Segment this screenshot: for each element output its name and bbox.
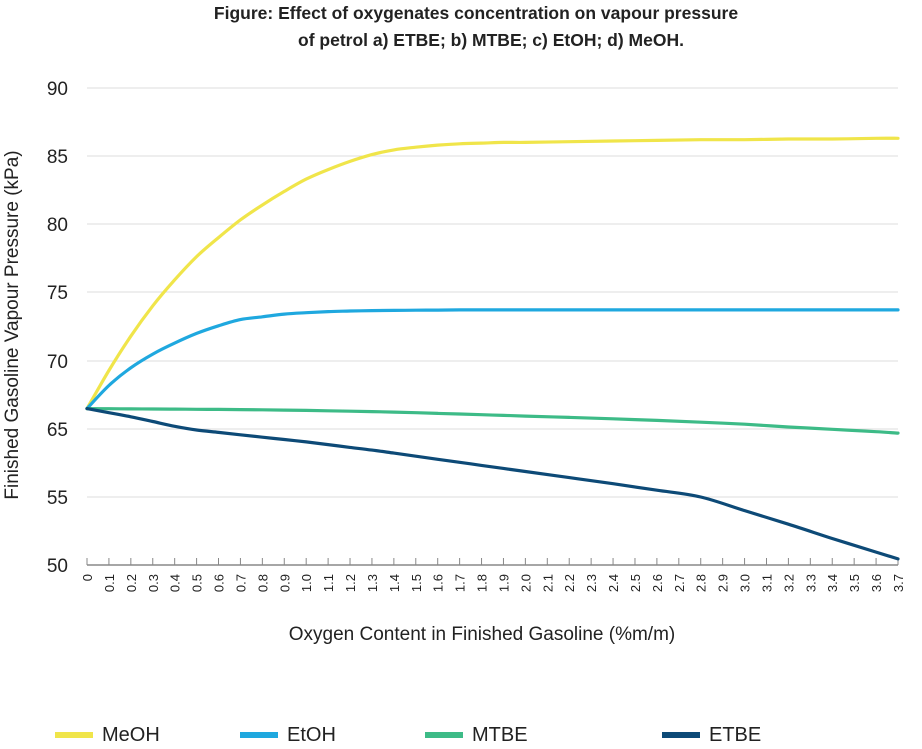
x-tick-label: 2.2 bbox=[562, 574, 577, 592]
legend-label: MeOH bbox=[102, 723, 160, 746]
y-tick-label: 85 bbox=[47, 147, 68, 168]
x-tick-label: 0.6 bbox=[212, 574, 227, 592]
x-tick-label: 3.5 bbox=[847, 574, 862, 592]
x-tick-label: 2.9 bbox=[716, 574, 731, 592]
y-axis-label: Finished Gasoline Vapour Pressure (kPa) bbox=[2, 150, 23, 499]
legend-swatch bbox=[240, 732, 278, 738]
y-tick-label: 70 bbox=[47, 352, 68, 373]
x-tick-label: 1.3 bbox=[365, 574, 380, 592]
x-tick-label: 1.5 bbox=[409, 574, 424, 592]
x-tick-label: 1.9 bbox=[496, 574, 511, 592]
y-tick-label: 55 bbox=[47, 488, 68, 509]
legend-item-mtbe: MTBE bbox=[425, 722, 528, 748]
x-tick-label: 0.5 bbox=[190, 574, 205, 592]
legend-label: EtOH bbox=[287, 723, 336, 746]
legend-swatch bbox=[55, 732, 93, 738]
legend-item-etbe: ETBE bbox=[662, 722, 761, 748]
gridlines bbox=[87, 87, 898, 498]
series-line-etoh bbox=[85, 308, 900, 411]
y-tick-label: 65 bbox=[47, 420, 68, 441]
x-tick-label: 2.4 bbox=[606, 574, 621, 592]
x-tick-label: 3.6 bbox=[869, 574, 884, 592]
x-tick-label: 1.4 bbox=[387, 574, 402, 592]
y-tick-label: 90 bbox=[47, 79, 68, 100]
series-line-meoh bbox=[85, 136, 900, 411]
x-tick-label: 1.2 bbox=[343, 574, 358, 592]
x-tick-label: 1.6 bbox=[431, 574, 446, 592]
legend-item-etoh: EtOH bbox=[240, 722, 336, 748]
x-tick-label: 3.1 bbox=[759, 574, 774, 592]
x-tick-label: 2.0 bbox=[518, 574, 533, 592]
legend-label: MTBE bbox=[472, 723, 528, 746]
legend-swatch bbox=[425, 732, 463, 738]
x-axis: 0 0.1 0.2 0.3 0.4 0.5 0.6 0.7 0.8 0.9 1.0 1.1 1.2 1.3… bbox=[80, 558, 906, 592]
x-tick-label: 3.2 bbox=[781, 574, 796, 592]
x-tick-label: 1.8 bbox=[475, 574, 490, 592]
series-line-etbe bbox=[85, 407, 900, 561]
chart-title-line-2: of petrol a) ETBE; b) MTBE; c) EtOH; d) … bbox=[298, 30, 684, 50]
series-lines bbox=[85, 136, 900, 561]
x-tick-label: 2.6 bbox=[650, 574, 665, 592]
x-tick-label: 1.7 bbox=[453, 574, 468, 592]
x-tick-label: 0.9 bbox=[277, 574, 292, 592]
y-tick-label: 75 bbox=[47, 283, 68, 304]
chart-title: Figure: Effect of oxygenates concentrati… bbox=[0, 0, 922, 54]
legend-label: ETBE bbox=[709, 723, 762, 746]
x-tick-label: 0 bbox=[80, 574, 95, 581]
x-tick-label: 0.8 bbox=[255, 574, 270, 592]
x-tick-label: 1.0 bbox=[299, 574, 314, 592]
x-tick-label: 2.3 bbox=[584, 574, 599, 592]
chart-title-line-1: Figure: Effect of oxygenates concentrati… bbox=[213, 3, 739, 23]
x-tick-label: 0.7 bbox=[233, 574, 248, 592]
x-axis-label: Oxygen Content in Finished Gasoline (%m/… bbox=[289, 624, 676, 645]
y-tick-label: 80 bbox=[47, 215, 68, 236]
x-tick-label: 2.1 bbox=[540, 574, 555, 592]
x-tick-label: 0.3 bbox=[146, 574, 161, 592]
x-tick-label: 2.5 bbox=[628, 574, 643, 592]
legend-swatch bbox=[662, 732, 700, 738]
x-tick-label: 0.2 bbox=[124, 574, 139, 592]
x-tick-label: 0.1 bbox=[102, 574, 117, 592]
legend: MeOH EtOH MTBE ETBE bbox=[0, 722, 922, 748]
y-tick-label: 50 bbox=[47, 556, 68, 577]
series-line-mtbe bbox=[85, 407, 900, 435]
x-tick-label: 0.4 bbox=[168, 574, 183, 592]
x-tick-label: 3.7 bbox=[891, 574, 906, 592]
x-tick-label: 1.1 bbox=[321, 574, 336, 592]
x-tick-label: 3.4 bbox=[825, 574, 840, 592]
y-axis-ticks: 50 55 65 70 75 80 85 90 bbox=[47, 79, 68, 577]
x-tick-label: 3.3 bbox=[803, 574, 818, 592]
x-tick-label: 2.7 bbox=[672, 574, 687, 592]
x-tick-label: 2.8 bbox=[694, 574, 709, 592]
legend-item-meoh: MeOH bbox=[55, 722, 160, 748]
x-tick-label: 3.0 bbox=[738, 574, 753, 592]
